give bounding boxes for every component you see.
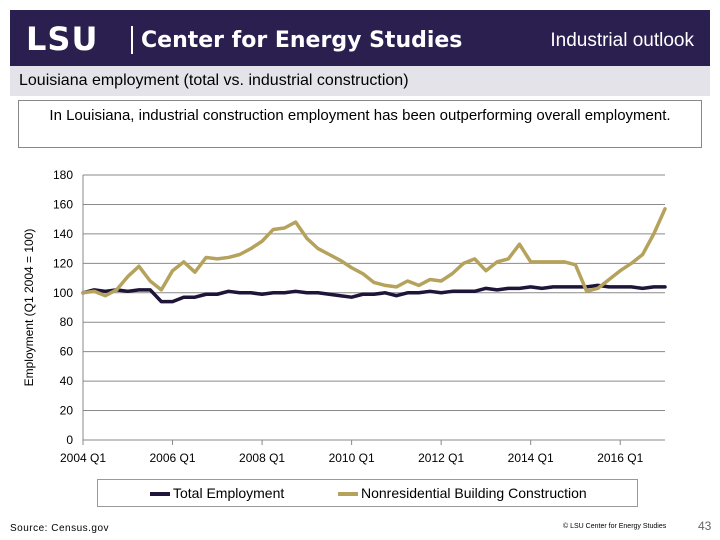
y-tick-label: 60 <box>60 345 74 359</box>
page-number: 43 <box>698 519 712 533</box>
y-tick-label: 80 <box>60 315 74 329</box>
legend-item-total: Total Employment <box>150 485 284 501</box>
x-tick-label: 2014 Q1 <box>508 451 554 465</box>
y-tick-label: 140 <box>53 227 73 241</box>
y-tick-label: 160 <box>53 197 73 211</box>
x-tick-label: 2012 Q1 <box>418 451 464 465</box>
legend-item-construction: Nonresidential Building Construction <box>338 485 587 501</box>
series-line-total-employment <box>81 283 667 304</box>
subhead-text: Louisiana employment (total vs. industri… <box>19 72 409 89</box>
x-tick-label: 2008 Q1 <box>239 451 285 465</box>
legend-label-construction: Nonresidential Building Construction <box>361 485 587 501</box>
legend-swatch-construction <box>338 492 358 497</box>
y-axis-title: Employment (Q1 2004 = 100) <box>22 229 36 387</box>
x-tick-label: 2016 Q1 <box>597 451 643 465</box>
line-chart: 0 20 40 60 80 100 120 140 160 180 2004 Q1 2006 Q1 20… <box>22 168 667 465</box>
legend-swatch-total <box>150 492 170 497</box>
copyright-note: © LSU Center for Energy Studies <box>563 523 667 530</box>
lsu-logo: LSU <box>26 20 99 58</box>
slide-title: Industrial outlook <box>550 30 694 51</box>
caption-text: In Louisiana, industrial construction em… <box>49 107 671 124</box>
logo-divider <box>131 26 133 54</box>
x-tick-label: 2010 Q1 <box>329 451 375 465</box>
x-tick-label: 2006 Q1 <box>150 451 196 465</box>
x-tick-label: 2004 Q1 <box>60 451 106 465</box>
legend-label-total: Total Employment <box>173 485 285 501</box>
source-note: Source: Census.gov <box>10 523 110 534</box>
center-name: Center for Energy Studies <box>141 28 463 53</box>
series-line-nonresidential-construction <box>81 207 667 298</box>
legend: Total Employment Nonresidential Building… <box>97 479 638 507</box>
caption-box: In Louisiana, industrial construction em… <box>18 100 702 148</box>
y-tick-label: 40 <box>60 374 74 388</box>
header-bar: LSU Center for Energy Studies Industrial… <box>10 10 710 66</box>
y-tick-label: 120 <box>53 256 73 270</box>
y-tick-label: 100 <box>53 286 73 300</box>
y-tick-label: 180 <box>53 168 73 182</box>
y-tick-label: 0 <box>66 433 73 447</box>
y-tick-label: 20 <box>60 404 74 418</box>
subhead-bar: Louisiana employment (total vs. industri… <box>10 66 710 96</box>
